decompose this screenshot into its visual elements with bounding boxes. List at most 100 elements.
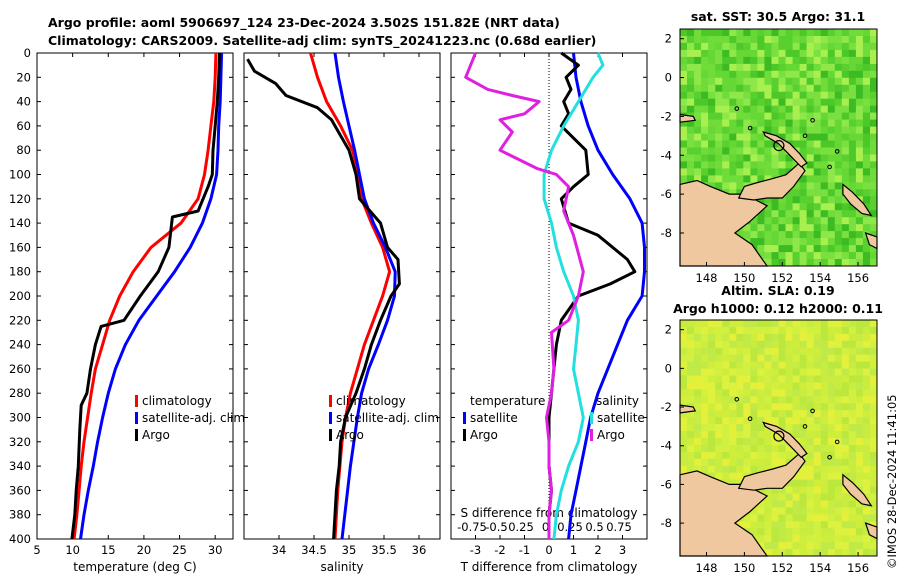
map-cell <box>862 354 871 363</box>
map-cell <box>757 417 765 425</box>
map-cell <box>848 112 857 121</box>
map-cell <box>870 210 878 218</box>
map-cell <box>813 431 822 439</box>
map-cell <box>722 472 730 481</box>
map-cell <box>862 396 871 404</box>
map-cell <box>757 168 765 176</box>
map-cell <box>708 63 716 72</box>
map-cell <box>855 217 864 225</box>
map-cell <box>687 417 695 425</box>
map-cell <box>820 382 829 390</box>
map-cell <box>771 36 779 44</box>
map-cell <box>680 354 688 363</box>
map-cell <box>820 340 829 349</box>
legend-label: Argo <box>470 428 498 442</box>
map-cell <box>862 259 871 267</box>
map-cell <box>848 326 857 335</box>
map-cell <box>855 161 864 169</box>
map-cell <box>827 354 836 363</box>
map-cell <box>715 320 723 328</box>
depth-tick-label: 100 <box>9 168 31 182</box>
map-cell <box>827 259 836 267</box>
map-cell <box>827 507 836 515</box>
map-cell <box>785 42 793 51</box>
map-cell <box>870 252 878 260</box>
map-y-tick-label: 0 <box>665 361 672 375</box>
map-cell <box>694 154 702 162</box>
map-cell <box>806 403 815 411</box>
map-cell <box>729 438 737 446</box>
map-cell <box>785 542 793 550</box>
map-cell <box>764 375 772 383</box>
map-cell <box>841 224 850 232</box>
map-cell <box>680 147 688 155</box>
map-cell <box>827 126 836 135</box>
map-cell <box>799 354 808 363</box>
map-cell <box>750 444 758 453</box>
map-cell <box>708 147 716 155</box>
map-cell <box>806 259 815 267</box>
map-cell <box>862 549 871 557</box>
map-cell <box>834 126 843 135</box>
map-cell <box>771 196 779 204</box>
legend-swatch <box>329 412 332 424</box>
map-cell <box>834 320 843 328</box>
map-cell <box>680 133 688 142</box>
map-cell <box>736 389 744 397</box>
map-cell <box>687 126 695 135</box>
map-y-tick-label: -8 <box>661 516 672 530</box>
map-cell <box>855 326 864 335</box>
map-cell <box>715 29 723 37</box>
map-cell <box>757 196 765 204</box>
map-cell <box>827 368 836 376</box>
map-cell <box>813 375 822 383</box>
map-cell <box>785 231 793 239</box>
map-cell <box>841 368 850 376</box>
map-cell <box>764 105 772 114</box>
map-cell <box>841 549 850 557</box>
map-cell <box>848 507 857 515</box>
map-cell <box>848 210 857 218</box>
map-cell <box>694 77 702 86</box>
map-cell <box>870 361 878 369</box>
map-cell <box>806 465 815 474</box>
map-cell <box>778 203 786 211</box>
map-cell <box>799 105 808 114</box>
map-cell <box>708 112 716 121</box>
map-cell <box>701 119 709 128</box>
map-cell <box>870 49 878 58</box>
map-cell <box>834 238 843 246</box>
map-cell <box>750 424 758 432</box>
map-cell <box>806 126 815 135</box>
map-cell <box>729 105 737 114</box>
map-cell <box>701 347 709 356</box>
x-tick-label: 15 <box>101 543 116 557</box>
map-cell <box>757 161 765 169</box>
map-cell <box>827 375 836 383</box>
map-cell <box>722 70 730 79</box>
map-cell <box>687 431 695 439</box>
map-cell <box>820 252 829 260</box>
map-y-tick-label: -4 <box>661 148 672 162</box>
map-cell <box>757 49 765 58</box>
map-cell <box>820 133 829 142</box>
map-cell <box>771 252 779 260</box>
map-cell <box>848 542 857 550</box>
map-cell <box>729 56 737 65</box>
map-cell <box>778 417 786 425</box>
map-cell <box>708 133 716 142</box>
map-cell <box>750 133 758 142</box>
map-x-tick-label: 152 <box>771 271 793 285</box>
map-cell <box>806 245 815 253</box>
map-cell <box>778 320 786 328</box>
map-cell <box>841 354 850 363</box>
map-cell <box>778 77 786 86</box>
map-cell <box>729 465 737 474</box>
map-cell <box>708 320 716 328</box>
map-cell <box>813 98 822 107</box>
map-cell <box>778 340 786 349</box>
map-cell <box>715 333 723 342</box>
map-cell <box>708 168 716 176</box>
map-cell <box>694 175 702 183</box>
map-cell <box>792 112 801 121</box>
